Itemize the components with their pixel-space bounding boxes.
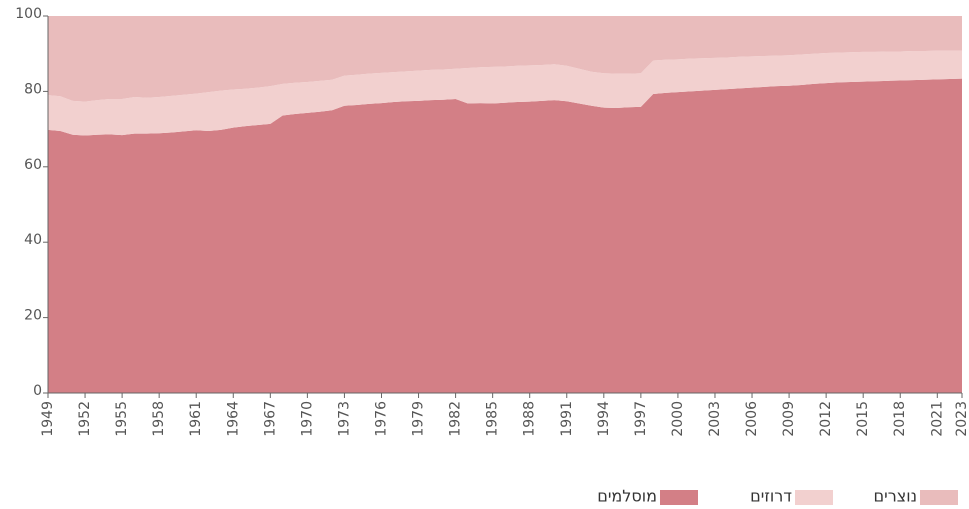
- x-tick-label: 1985: [485, 401, 501, 437]
- x-tick-label: 2012: [818, 401, 834, 437]
- legend-label: מוסלמים: [597, 487, 657, 506]
- x-tick-label: 2000: [670, 401, 686, 437]
- y-tick-label: 40: [24, 232, 42, 248]
- x-tick-label: 1967: [262, 401, 278, 437]
- x-tick-label: 1961: [188, 401, 204, 437]
- y-tick-label: 0: [33, 383, 42, 399]
- x-tick-label: 2006: [744, 401, 760, 437]
- x-tick-label: 1958: [151, 401, 167, 437]
- x-tick-label: 1973: [336, 401, 352, 437]
- y-tick-label: 80: [24, 81, 42, 97]
- legend-swatch: [920, 490, 958, 505]
- legend-swatch: [660, 490, 698, 505]
- legend-swatch: [795, 490, 833, 505]
- x-tick-label: 2023: [954, 401, 969, 437]
- y-tick-label: 60: [24, 157, 42, 173]
- legend-label: נוצרים: [874, 487, 917, 506]
- x-tick-label: 2021: [929, 401, 945, 437]
- x-tick-label: 1994: [596, 401, 612, 437]
- y-tick-label: 100: [15, 6, 42, 22]
- x-tick-label: 1982: [448, 401, 464, 437]
- x-tick-label: 1949: [40, 401, 56, 437]
- x-tick-label: 1952: [77, 401, 93, 437]
- x-tick-label: 1988: [522, 401, 538, 437]
- x-tick-label: 1997: [633, 401, 649, 437]
- x-tick-label: 2015: [855, 401, 871, 437]
- x-tick-label: 2009: [781, 401, 797, 437]
- x-tick-label: 1955: [114, 401, 130, 437]
- x-tick-label: 1976: [373, 401, 389, 437]
- legend-label: דרוזים: [750, 487, 792, 506]
- area: [48, 50, 962, 136]
- area: [48, 78, 962, 393]
- x-tick-label: 2003: [707, 401, 723, 437]
- x-tick-label: 1964: [225, 401, 241, 437]
- x-tick-label: 1970: [299, 401, 315, 437]
- area: [48, 16, 962, 102]
- y-tick-label: 20: [24, 308, 42, 324]
- x-tick-label: 2018: [892, 401, 908, 437]
- x-tick-label: 1991: [559, 401, 575, 437]
- x-tick-label: 1979: [411, 401, 427, 437]
